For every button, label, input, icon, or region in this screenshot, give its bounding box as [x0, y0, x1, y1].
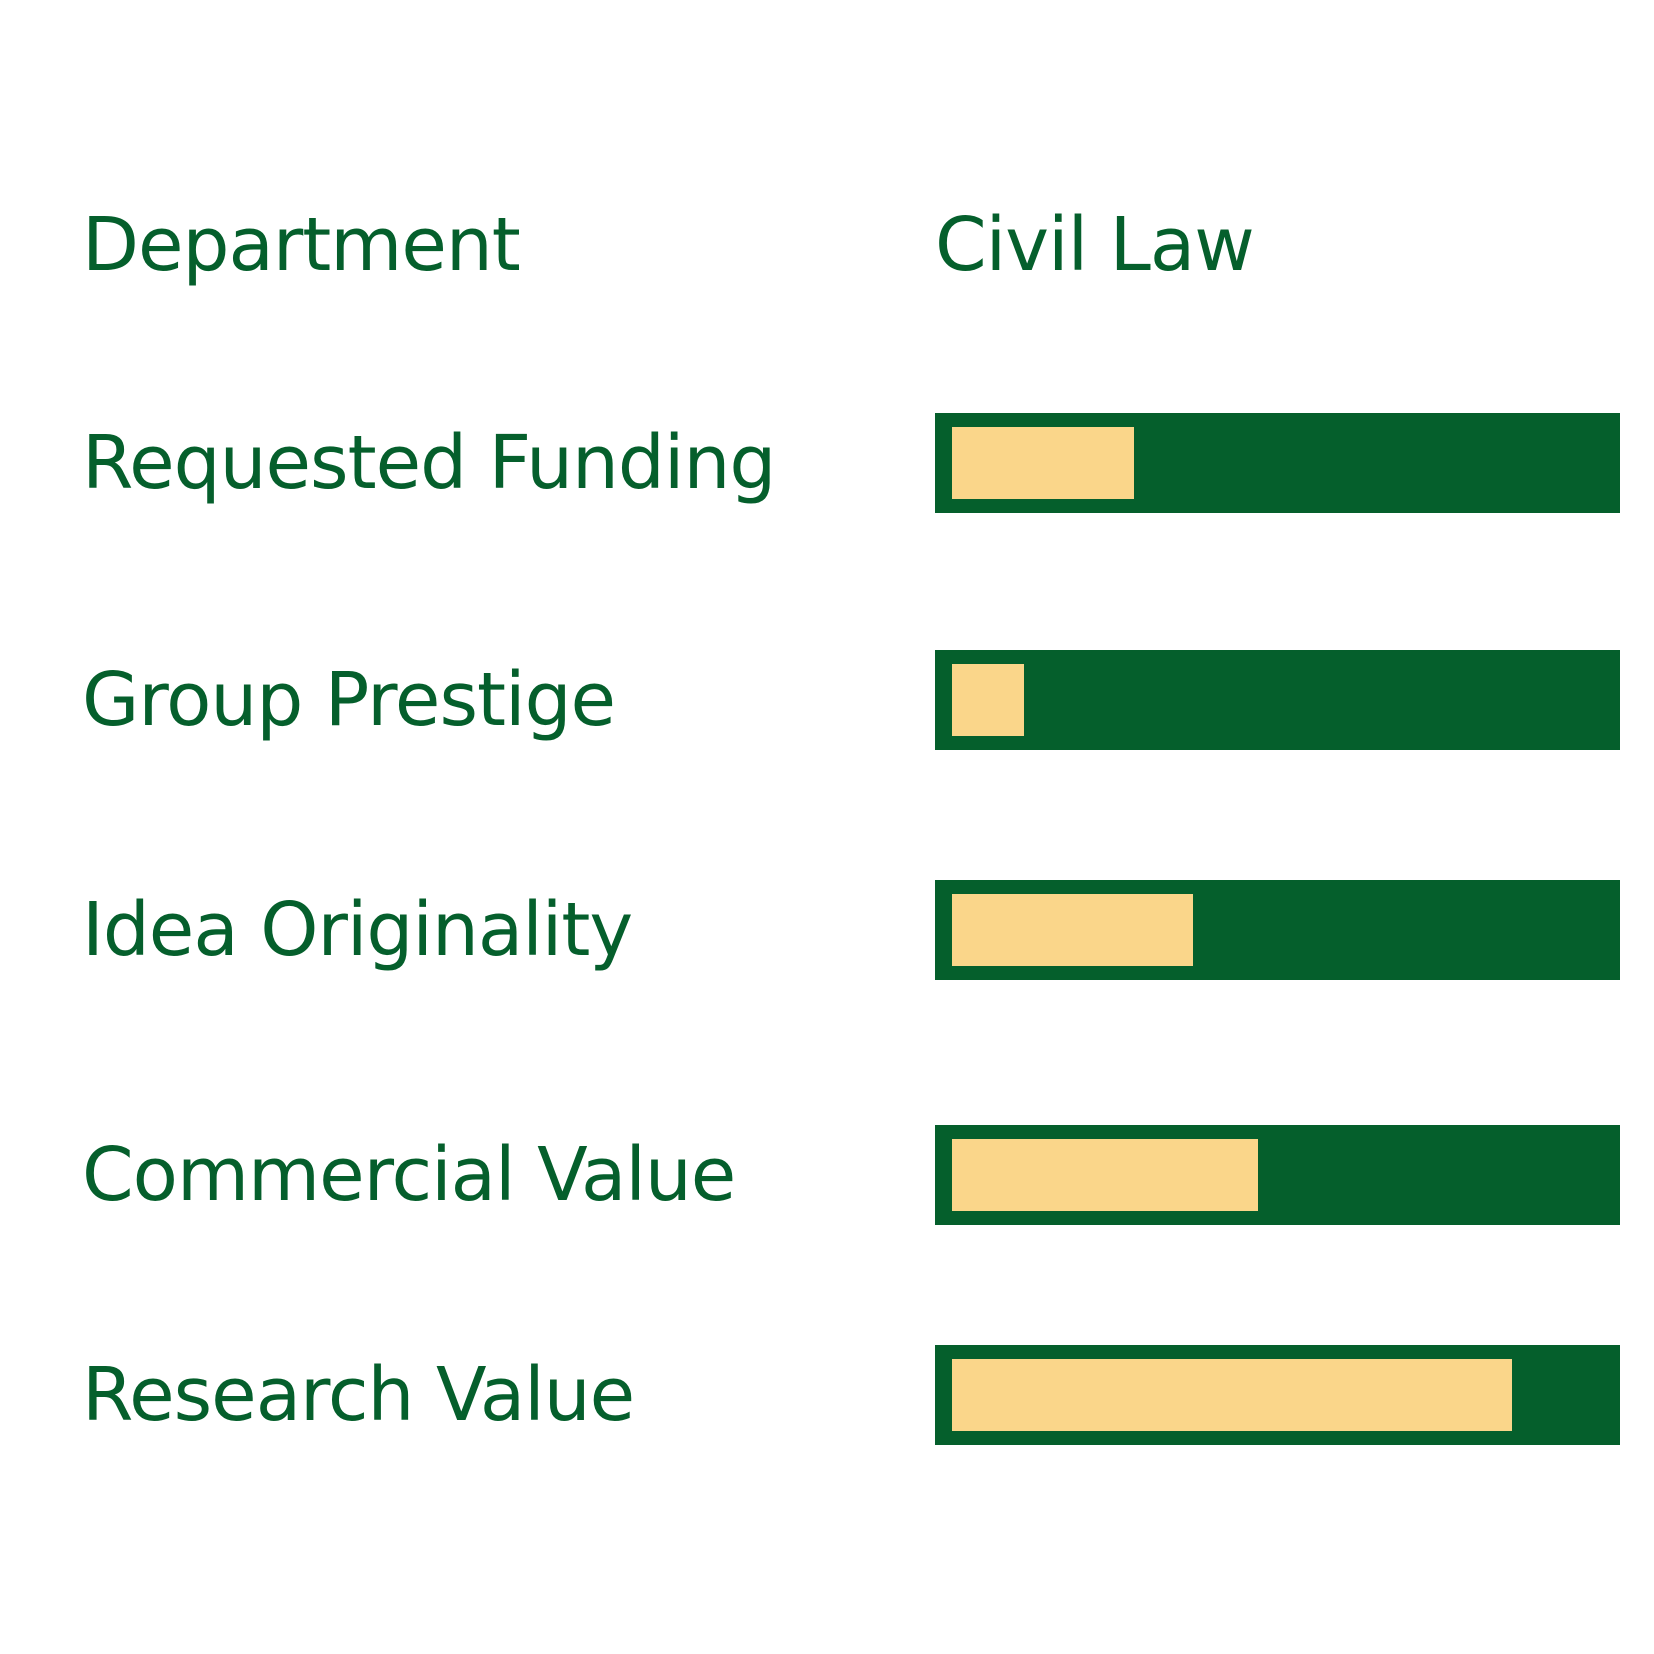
idea-originality-label: Idea Originality: [82, 887, 633, 973]
commercial-value-label: Commercial Value: [82, 1132, 736, 1218]
department-label: Department: [82, 202, 521, 288]
group-prestige-label: Group Prestige: [82, 657, 616, 743]
research-value-bar-track: [935, 1345, 1620, 1445]
idea-originality-bar-track: [935, 880, 1620, 980]
commercial-value-bar-track: [935, 1125, 1620, 1225]
requested-funding-label: Requested Funding: [82, 420, 776, 506]
department-value: Civil Law: [935, 202, 1255, 288]
research-value-bar-fill: [952, 1359, 1512, 1431]
group-prestige-bar-fill: [952, 664, 1024, 736]
research-value-label: Research Value: [82, 1352, 635, 1438]
idea-originality-bar-fill: [952, 894, 1193, 966]
requested-funding-bar-track: [935, 413, 1620, 513]
commercial-value-bar-fill: [952, 1139, 1258, 1211]
requested-funding-bar-fill: [952, 427, 1134, 499]
group-prestige-bar-track: [935, 650, 1620, 750]
